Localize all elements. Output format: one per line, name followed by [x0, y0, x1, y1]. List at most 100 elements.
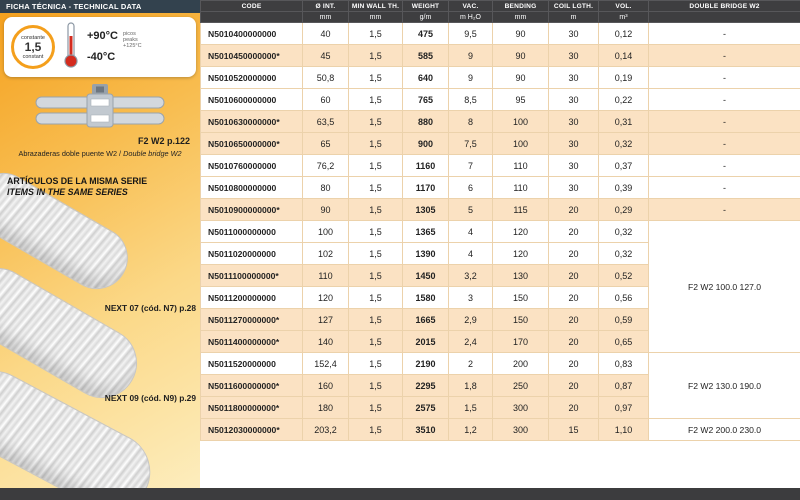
cell-vol: 0,65 — [598, 330, 649, 353]
cell-code: N5011200000000 — [200, 286, 303, 309]
spec-table-wrap: CODE Ø INT. MIN WALL TH. WEIGHT VAC. BEN… — [200, 0, 800, 441]
double-bridge-clamp-image — [30, 84, 170, 134]
cell-code: N5010900000000* — [200, 198, 303, 221]
cell-coil: 20 — [548, 198, 599, 221]
cell-vac: 4 — [448, 220, 493, 243]
constant-badge: constante 1,5 constant — [11, 25, 55, 69]
cell-bridge: - — [648, 88, 800, 111]
table-row: N5010900000000* 90 1,5 1305 5 115 20 0,29- — [200, 198, 800, 221]
constant-value: 1,5 — [24, 39, 42, 54]
cell-coil: 20 — [548, 396, 599, 419]
cell-code: N5010520000000 — [200, 66, 303, 89]
clamp-caption-en: Double bridge W2 — [123, 149, 182, 158]
cell-wall: 1,5 — [348, 286, 403, 309]
cell-wall: 1,5 — [348, 242, 403, 265]
cell-wall: 1,5 — [348, 264, 403, 287]
col-unit-coil: m — [548, 11, 599, 23]
cell-code: N5011520000000 — [200, 352, 303, 375]
cell-bend: 120 — [492, 220, 549, 243]
cell-coil: 30 — [548, 22, 599, 45]
table-row: N5011100000000* 110 1,5 1450 3,2 130 20 0,52 — [200, 264, 800, 287]
spec-table-body: N5010400000000 40 1,5 475 9,5 90 30 0,12- N50104… — [200, 22, 800, 441]
cell-wall: 1,5 — [348, 396, 403, 419]
cell-code: N5010760000000 — [200, 154, 303, 177]
cell-int: 160 — [302, 374, 349, 397]
col-header-vol: VOL. — [598, 0, 649, 12]
temp-peaks: picos peaks +125°C — [123, 31, 142, 49]
cell-coil: 20 — [548, 286, 599, 309]
cell-wall: 1,5 — [348, 330, 403, 353]
cell-bend: 170 — [492, 330, 549, 353]
cell-code: N5010600000000 — [200, 88, 303, 111]
cell-wall: 1,5 — [348, 176, 403, 199]
cell-bend: 300 — [492, 396, 549, 419]
cell-vol: 0,22 — [598, 88, 649, 111]
cell-vol: 0,19 — [598, 66, 649, 89]
cell-bridge: - — [648, 44, 800, 67]
table-row: N5012030000000* 203,2 1,5 3510 1,2 300 15 1,10 F… — [200, 418, 800, 441]
cell-weight: 1305 — [402, 198, 449, 221]
cell-code: N5011100000000* — [200, 264, 303, 287]
cell-code: N5011400000000* — [200, 330, 303, 353]
cell-bend: 100 — [492, 110, 549, 133]
cell-code: N5011020000000 — [200, 242, 303, 265]
cell-bend: 110 — [492, 176, 549, 199]
col-unit-code — [200, 11, 303, 23]
peaks-value: +125°C — [123, 43, 142, 49]
same-series-heading-en: ITEMS IN THE SAME SERIES — [7, 187, 128, 197]
cell-bridge: F2 W2 200.0 230.0 — [648, 418, 800, 441]
cell-int: 60 — [302, 88, 349, 111]
cell-wall: 1,5 — [348, 198, 403, 221]
cell-vac: 9 — [448, 66, 493, 89]
sheet-title: FICHA TÉCNICA - TECHNICAL DATA — [6, 2, 142, 11]
cell-code: N5010400000000 — [200, 22, 303, 45]
cell-bend: 150 — [492, 286, 549, 309]
table-row: N5010600000000 60 1,5 765 8,5 95 30 0,22- — [200, 88, 800, 111]
cell-coil: 20 — [548, 264, 599, 287]
cell-int: 152,4 — [302, 352, 349, 375]
cell-coil: 20 — [548, 242, 599, 265]
cell-bend: 150 — [492, 308, 549, 331]
col-header-code: CODE — [200, 0, 303, 12]
cell-vac: 7 — [448, 154, 493, 177]
cell-bend: 300 — [492, 418, 549, 441]
constant-label-es: constante — [21, 34, 45, 41]
cell-vol: 0,39 — [598, 176, 649, 199]
table-row: N5010630000000* 63,5 1,5 880 8 100 30 0,31- — [200, 110, 800, 133]
page-footer-bar — [0, 488, 800, 500]
cell-int: 50,8 — [302, 66, 349, 89]
cell-code: N5010650000000* — [200, 132, 303, 155]
cell-weight: 1450 — [402, 264, 449, 287]
cell-wall: 1,5 — [348, 308, 403, 331]
same-series-heading: ARTÍCULOS DE LA MISMA SERIE ITEMS IN THE… — [7, 176, 147, 198]
cell-code: N5010450000000* — [200, 44, 303, 67]
cell-int: 45 — [302, 44, 349, 67]
cell-int: 90 — [302, 198, 349, 221]
temperature-range: +90°C picos peaks +125°C -40°C — [87, 31, 142, 63]
cell-coil: 30 — [548, 44, 599, 67]
cell-vac: 6 — [448, 176, 493, 199]
cell-wall: 1,5 — [348, 44, 403, 67]
cell-bridge: F2 W2 100.0 127.0 — [648, 220, 800, 353]
cell-coil: 20 — [548, 220, 599, 243]
cell-weight: 1365 — [402, 220, 449, 243]
cell-weight: 585 — [402, 44, 449, 67]
cell-vac: 5 — [448, 198, 493, 221]
cell-int: 65 — [302, 132, 349, 155]
cell-vac: 8 — [448, 110, 493, 133]
cell-vac: 2,9 — [448, 308, 493, 331]
cell-int: 100 — [302, 220, 349, 243]
cell-weight: 2575 — [402, 396, 449, 419]
cell-bend: 250 — [492, 374, 549, 397]
cell-vol: 0,83 — [598, 352, 649, 375]
cell-vac: 8,5 — [448, 88, 493, 111]
spec-card: constante 1,5 constant +90°C picos peaks — [4, 17, 196, 77]
cell-bend: 90 — [492, 66, 549, 89]
table-row: N5011520000000 152,4 1,5 2190 2 200 20 0,83 F2 W… — [200, 352, 800, 419]
table-row: N5011020000000 102 1,5 1390 4 120 20 0,32 — [200, 242, 800, 265]
cell-int: 180 — [302, 396, 349, 419]
col-unit-vac: m H₂O — [448, 11, 493, 23]
cell-vac: 3 — [448, 286, 493, 309]
col-header-coil: COIL LGTH. — [548, 0, 599, 12]
related-item-next07: NEXT 07 (cód. N7) p.28 — [104, 303, 196, 313]
